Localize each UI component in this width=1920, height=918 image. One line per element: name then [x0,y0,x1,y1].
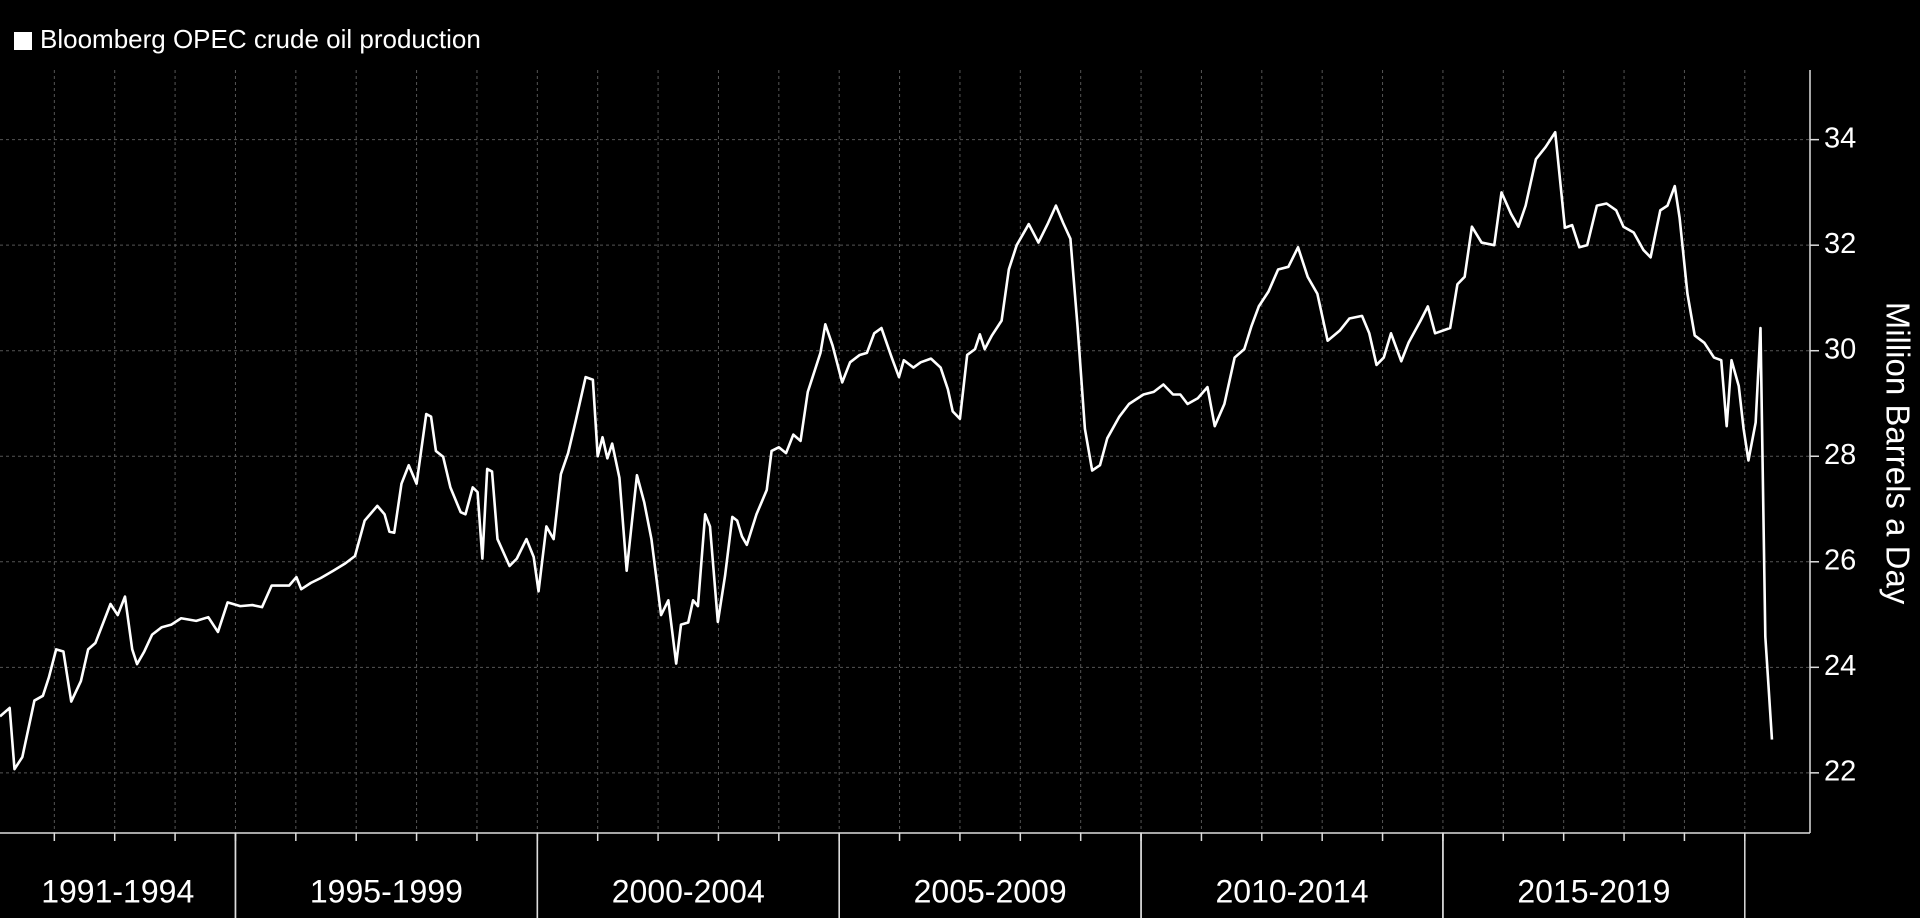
y-tick-label: 22 [1824,756,1856,788]
x-period-label: 1995-1999 [310,873,463,909]
y-tick-label: 26 [1824,544,1856,576]
x-period-label: 1991-1994 [41,873,194,909]
y-tick-label: 28 [1824,439,1856,471]
x-period-label: 2015-2019 [1517,873,1670,909]
y-tick-label: 34 [1824,122,1856,154]
y-axis-label: Million Barrels a Day [1879,302,1916,605]
x-period-label: 2010-2014 [1215,873,1368,909]
y-tick-label: 30 [1824,333,1856,365]
x-period-label: 2005-2009 [914,873,1067,909]
legend-swatch [14,32,32,50]
data-line [0,130,1774,771]
x-period-label: 2000-2004 [612,873,765,909]
y-tick-label: 32 [1824,228,1856,260]
y-tick-label: 24 [1824,650,1856,682]
legend-label: Bloomberg OPEC crude oil production [40,24,481,54]
